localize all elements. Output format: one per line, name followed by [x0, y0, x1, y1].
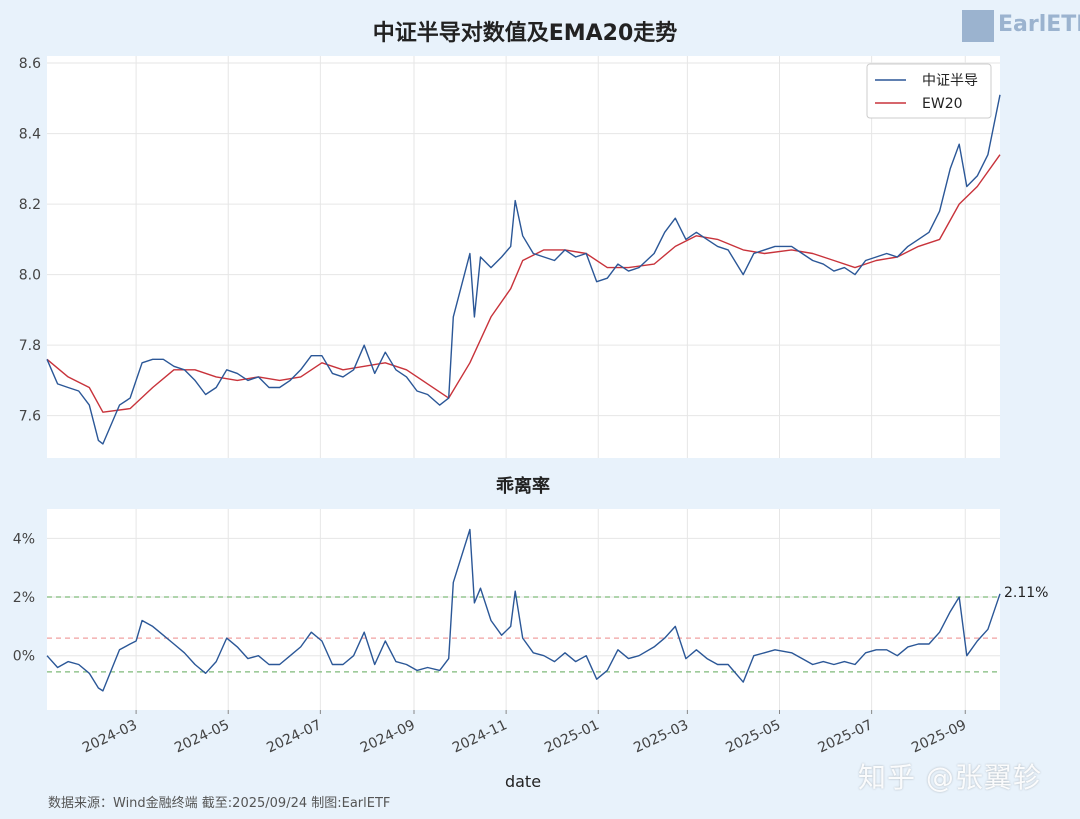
x-tick-label: 2025-09: [909, 717, 969, 756]
legend-index-label: 中证半导: [922, 73, 978, 89]
watermark: 知乎 @张翼轸: [858, 761, 1042, 794]
bias-line: [46, 528, 1001, 692]
legend: 中证半导 EW20: [866, 63, 992, 119]
bias-ytick-label: 4%: [13, 531, 35, 547]
price-y-axis: 7.6 7.8 8.0 8.2 8.4 8.6: [19, 56, 41, 425]
legend-box: [866, 63, 992, 119]
x-tick-label: 2024-03: [80, 717, 140, 756]
price-ytick-label: 7.6: [19, 409, 41, 425]
x-tick-label: 2025-05: [723, 717, 783, 756]
price-ytick-label: 8.4: [19, 127, 41, 143]
price-ytick-label: 7.8: [19, 338, 41, 354]
brand-logo: EarlETF: [962, 10, 1080, 44]
x-tick-label: 2024-09: [358, 717, 418, 756]
bias-ytick-label: 0%: [13, 649, 35, 665]
bias-plot-area: [47, 509, 1000, 710]
x-tick-label: 2024-11: [450, 717, 510, 756]
bias-last-value-label: 2.11%: [1004, 585, 1048, 601]
bias-title: 乖离率: [496, 475, 550, 497]
price-ytick-label: 8.2: [19, 197, 41, 213]
price-grid: [47, 56, 1000, 458]
bias-y-axis: 0% 2% 4%: [13, 531, 35, 664]
x-tick-label: 2025-03: [631, 717, 691, 756]
price-ytick-label: 8.0: [19, 268, 41, 284]
price-ytick-label: 8.6: [19, 56, 41, 72]
x-tick-label: 2025-01: [542, 717, 602, 756]
x-axis-label: date: [505, 772, 541, 791]
x-tick-label: 2024-07: [264, 717, 324, 756]
bias-reference-lines: [47, 596, 1000, 673]
brand-logo-mark: [962, 10, 994, 42]
ema20-line: [46, 154, 1001, 413]
bias-ytick-label: 2%: [13, 590, 35, 606]
chart-title: 中证半导对数值及EMA20走势: [373, 20, 678, 46]
brand-logo-text: EarlETF: [998, 12, 1080, 37]
index-line: [46, 94, 1001, 445]
x-tick-label: 2025-07: [816, 717, 876, 756]
price-plot-area: [47, 56, 1000, 458]
x-tick-label: 2024-05: [172, 717, 232, 756]
price-series: [46, 94, 1001, 445]
legend-ema-label: EW20: [922, 96, 963, 112]
source-note: 数据来源：Wind金融终端 截至:2025/09/24 制图:EarlETF: [48, 796, 391, 811]
x-axis: 2024-03 2024-05 2024-07 2024-09 2024-11 2025-…: [80, 710, 969, 756]
bias-series: [46, 528, 1001, 692]
